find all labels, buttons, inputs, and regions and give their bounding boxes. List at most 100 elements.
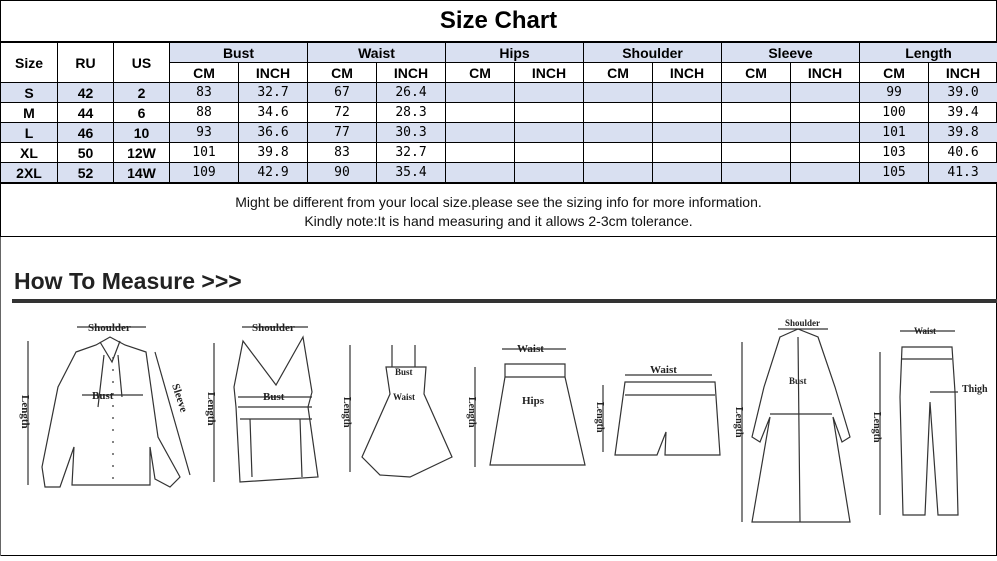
table-cell [722, 103, 791, 123]
table-cell [515, 143, 584, 163]
coat-bust-label: Bust [789, 376, 807, 386]
table-cell [791, 103, 860, 123]
table-cell: 88 [170, 103, 239, 123]
table-cell [584, 163, 653, 183]
how-to-measure-illustration: How To Measure >>> Shoulder Bust Length … [0, 237, 997, 556]
pants-thigh-label: Thigh [962, 384, 988, 395]
skirt-waist-label: Waist [517, 343, 544, 355]
shirt-sleeve-label: Sleeve [169, 382, 190, 414]
unit-header: INCH [239, 63, 308, 83]
how-to-measure-heading: How To Measure >>> [14, 268, 242, 294]
shirt-length-label: Length [19, 395, 31, 429]
table-cell [791, 123, 860, 143]
dress-illustration: Bust Waist Length [341, 345, 452, 477]
table-cell [722, 123, 791, 143]
coat-length-label: Length [733, 407, 744, 438]
table-cell [584, 123, 653, 143]
table-cell [791, 83, 860, 103]
shirt-bust-label: Bust [92, 390, 114, 402]
table-cell: 50 [58, 143, 114, 163]
table-cell [515, 123, 584, 143]
table-cell: 6 [114, 103, 170, 123]
table-cell: 83 [308, 143, 377, 163]
table-cell [653, 143, 722, 163]
group-header: Sleeve [722, 43, 860, 63]
unit-header: INCH [377, 63, 446, 83]
table-cell: 101 [170, 143, 239, 163]
group-header: Waist [308, 43, 446, 63]
table-cell: 90 [308, 163, 377, 183]
table-cell: 2XL [1, 163, 58, 183]
table-cell: 39.0 [929, 83, 997, 103]
table-cell: XL [1, 143, 58, 163]
table-cell: 28.3 [377, 103, 446, 123]
table-cell [515, 163, 584, 183]
pants-waist-label: Waist [914, 326, 936, 336]
shirt-illustration: Shoulder Bust Length Sleeve [19, 322, 190, 487]
table-cell: 39.8 [929, 123, 997, 143]
table-cell [653, 163, 722, 183]
table-cell [584, 83, 653, 103]
table-cell: 36.6 [239, 123, 308, 143]
table-cell: 26.4 [377, 83, 446, 103]
table-cell: 77 [308, 123, 377, 143]
unit-header: INCH [929, 63, 997, 83]
pants-illustration: Waist Thigh Length [871, 326, 988, 515]
table-cell [446, 83, 515, 103]
shirt-shoulder-label: Shoulder [88, 322, 131, 334]
dress-bust-label: Bust [395, 367, 413, 377]
table-cell: 35.4 [377, 163, 446, 183]
unit-header: CM [446, 63, 515, 83]
unit-header: CM [722, 63, 791, 83]
group-header: Hips [446, 43, 584, 63]
table-cell: 39.8 [239, 143, 308, 163]
table-cell: 32.7 [377, 143, 446, 163]
table-cell [584, 103, 653, 123]
page-title: Size Chart [0, 0, 997, 42]
table-cell: 103 [860, 143, 929, 163]
skirt-length-label: Length [466, 397, 477, 428]
unit-header: CM [584, 63, 653, 83]
table-cell: 46 [58, 123, 114, 143]
table-cell: 12W [114, 143, 170, 163]
table-cell: 83 [170, 83, 239, 103]
table-cell: L [1, 123, 58, 143]
table-cell: 93 [170, 123, 239, 143]
dress-waist-label: Waist [393, 392, 415, 402]
tank-top-illustration: Shoulder Bust Length [205, 322, 318, 482]
table-cell: 34.6 [239, 103, 308, 123]
note-line-2: Kindly note:It is hand measuring and it … [0, 212, 997, 231]
table-cell: 101 [860, 123, 929, 143]
table-cell [515, 83, 584, 103]
table-cell: M [1, 103, 58, 123]
group-header: Bust [170, 43, 308, 63]
table-cell: 41.3 [929, 163, 997, 183]
group-header: Shoulder [584, 43, 722, 63]
tank-shoulder-label: Shoulder [252, 322, 295, 334]
table-cell: 42 [58, 83, 114, 103]
shorts-illustration: Waist Length [594, 364, 720, 455]
unit-header: INCH [791, 63, 860, 83]
unit-header: CM [860, 63, 929, 83]
unit-header: INCH [515, 63, 584, 83]
table-cell: 40.6 [929, 143, 997, 163]
tank-bust-label: Bust [263, 391, 285, 403]
table-cell: 2 [114, 83, 170, 103]
table-cell [446, 103, 515, 123]
table-cell: 42.9 [239, 163, 308, 183]
table-cell [446, 163, 515, 183]
table-cell [653, 83, 722, 103]
unit-header: CM [170, 63, 239, 83]
table-cell: 72 [308, 103, 377, 123]
table-cell: 14W [114, 163, 170, 183]
table-cell: 100 [860, 103, 929, 123]
coat-shoulder-label: Shoulder [785, 318, 820, 328]
note-line-1: Might be different from your local size.… [0, 193, 997, 212]
table-cell [515, 103, 584, 123]
table-cell [446, 123, 515, 143]
table-cell: 67 [308, 83, 377, 103]
